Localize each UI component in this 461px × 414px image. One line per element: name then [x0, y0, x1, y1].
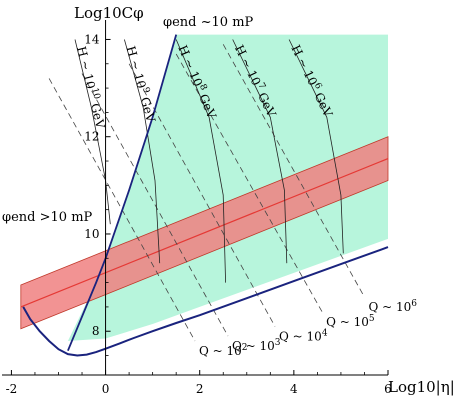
- upper-boundary-line: [67, 34, 178, 352]
- q-line-label-5: Q ~ 105: [326, 314, 375, 329]
- y-tick-label: 12: [84, 130, 99, 144]
- q-line-label-2: Q ~ 102: [199, 343, 248, 358]
- x-tick-label: 6: [384, 382, 392, 396]
- h-curve-7: [232, 39, 288, 264]
- q-line-3: [81, 73, 229, 337]
- h-curve-exponent-10: 10: [89, 87, 101, 101]
- y-tick-label: 10: [84, 227, 99, 241]
- band-layer: [20, 136, 389, 330]
- q-line-exponent-2: 2: [242, 343, 248, 353]
- h-curve-10: [74, 39, 111, 225]
- h-curve-unit-9: GeV: [137, 92, 158, 124]
- upper-boundary-label: φend ~10 mP: [163, 15, 254, 30]
- h-curve-unit-10: GeV: [87, 98, 108, 130]
- h-curve-exponent-8: 8: [197, 83, 209, 92]
- q-line-label-6: Q ~ 106: [368, 299, 417, 314]
- axes-layer: -2 0 2 4 6 8 10 12 14: [2, 20, 392, 396]
- y-tick-label: 8: [92, 324, 100, 338]
- q-line-exponent-5: 5: [369, 314, 375, 324]
- x-tick-label: -2: [6, 382, 18, 396]
- h-curve-exponent-6: 6: [312, 81, 324, 91]
- h-curve-9: [124, 39, 161, 264]
- q-line-6: [222, 44, 365, 298]
- x-tick-label: 0: [102, 382, 110, 396]
- q-line-exponent-3: 3: [275, 338, 281, 348]
- h-curve-label-9: H ~ 109 GeV: [123, 44, 158, 124]
- q-line-exponent-6: 6: [411, 299, 417, 309]
- q-line-label-4: Q ~ 104: [279, 328, 328, 343]
- q-line-4: [128, 63, 276, 327]
- y-tick-label: 14: [84, 32, 100, 46]
- x-axis-label: Log10|η|: [388, 378, 455, 396]
- band-center-line: [20, 158, 389, 308]
- h-curve-8: [175, 39, 226, 283]
- h-curve-exponent-7: 7: [255, 81, 267, 91]
- x-tick-label: 2: [196, 382, 204, 396]
- q-line-label-3: Q ~ 103: [232, 338, 281, 353]
- lower-left-region-label: φend >10 mP: [2, 210, 93, 225]
- h-curve-label-10: H ~ 1010 GeV: [74, 45, 108, 131]
- q-line-exponent-4: 4: [322, 328, 328, 338]
- h-curve-6: [288, 39, 344, 254]
- x-tick-label: 4: [290, 382, 298, 396]
- h-curve-exponent-9: 9: [140, 86, 151, 94]
- y-axis-label: Log10Cφ: [74, 4, 144, 22]
